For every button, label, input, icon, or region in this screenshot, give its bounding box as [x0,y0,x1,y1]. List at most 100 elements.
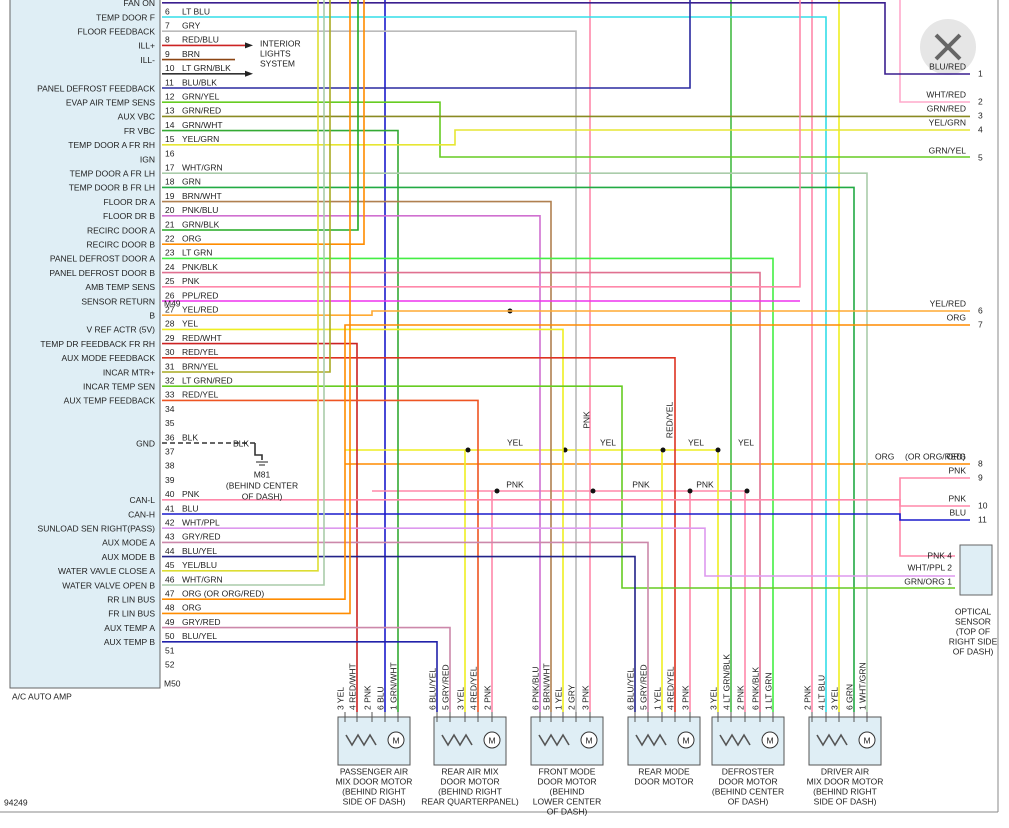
wire-label: PNK [182,489,200,499]
wire [162,328,564,712]
junction [744,488,750,494]
pin-number: 27 [165,304,175,314]
pin-number: 44 [165,546,175,556]
note: LIGHTS [260,48,291,58]
motor-symbol [580,731,598,749]
motor-label: REAR MODE [638,766,690,776]
pin-number: 15 [165,134,175,144]
motor-symbol-text: M [766,735,773,745]
wires [162,0,970,766]
wire [162,1,970,75]
motor-symbol-text: M [392,735,399,745]
wire-label: BLU [949,507,966,517]
pin-number: 8 [165,35,170,45]
pin-function: TEMP DOOR B FR LH [69,183,155,193]
pin-function: ILL- [140,55,155,65]
connector-pin: 4 [978,124,983,134]
optical-sensor-box [959,544,993,596]
wire [162,0,801,288]
pin-function: FR VBC [124,126,155,136]
pin-function: AUX TEMP B [104,637,156,647]
pin-number: 26 [165,290,175,300]
wire-label: BLU/YEL [182,631,217,641]
motor-pin-label: 6 PNK/BLK [750,667,760,710]
motor-label: OF DASH) [547,806,588,816]
pin-function: WATER VALVE OPEN B [62,580,155,590]
wire-label: YEL/RED [930,298,966,308]
motor-label: SIDE OF DASH) [343,796,406,806]
wire-label: LT BLU [182,6,210,16]
wire-label: GRN/RED [927,103,966,113]
wire [162,555,636,712]
motor-pin-label: 4 RED/YEL [665,666,675,710]
wire-label: LT GRN [182,248,212,258]
pin-function: AUX VBC [118,112,155,122]
wire-label: GRN/BLK [182,219,220,229]
ground-label: OF DASH) [242,491,283,501]
motor-pin-label: 3 YEL [708,687,718,710]
pin-function: SUNLOAD SEN RIGHT(PASS) [38,523,156,533]
wire-label: GRY [182,20,201,30]
wire [162,172,868,712]
bus-label: PNK [506,479,524,489]
motor-label: LOWER CENTER [533,796,601,806]
connector-id: M50 [164,678,181,688]
wire-label: BRN/WHT [182,191,222,201]
close-button[interactable] [920,19,976,75]
junction [494,488,500,494]
sensor-label: OPTICAL [955,606,992,616]
pin-function: FR LIN BUS [108,609,155,619]
pin-function: TEMP DR FEEDBACK FR RH [40,339,155,349]
bus-label: YEL [507,437,523,447]
motor-pin-label: 2 GRY [566,684,576,710]
motor-pin-label: 6 GRN [844,684,854,710]
wire-label: GRN/YEL [929,145,967,155]
motor-label: MIX DOOR MOTOR [336,776,413,786]
pin-function: CAN-H [128,509,155,519]
pin-number: 19 [165,191,175,201]
sensor-label: SENSOR [955,616,991,626]
wire-label: GRY/RED [182,532,221,542]
pin-function: FLOOR DR B [103,211,155,221]
pin-number: 5 [165,0,170,2]
motor-pin-label: 2 PNK [362,685,372,710]
pin-function: B [149,310,155,320]
motor-label: OF DASH) [728,796,769,806]
pin-function: PANEL DEFROST FEEDBACK [37,83,155,93]
motor-label: (BEHIND [550,786,585,796]
wire [162,385,955,589]
junction [687,488,693,494]
wire-label: PNK [949,493,967,503]
wire [162,640,438,712]
wire-label: RED/WHT [182,333,222,343]
wire [162,257,774,712]
sensor-label: (TOP OF [956,626,990,636]
motor-label: MIX DOOR MOTOR [807,776,884,786]
pin-number: 35 [165,418,175,428]
pin-number: 12 [165,91,175,101]
wire-note: (OR ORG/RED) [905,451,966,461]
motor-label: (BEHIND RIGHT [342,786,406,796]
note: SYSTEM [260,58,295,68]
pin-number: 36 [165,432,175,442]
motor-pin-label: 5 GRY/RED [440,664,450,710]
pin-number: 29 [165,333,175,343]
connector-pin: 7 [978,319,983,329]
wire-label: BLU/RED [929,61,966,71]
wire-label: PNK [949,465,967,475]
wire [162,399,479,712]
pin-function: GND [136,438,155,448]
motor-label: (BEHIND CENTER [712,786,784,796]
wire-label: GRN [182,177,201,187]
junction [590,488,596,494]
wire [162,30,577,712]
pin-number: 48 [165,603,175,613]
wire [162,324,970,601]
wire-label: YEL/RED [182,304,218,314]
wire [162,271,761,712]
wire [162,342,358,712]
pin-function: WATER VAVLE CLOSE A [58,566,155,576]
wire [162,0,325,586]
pin-number: 40 [165,489,175,499]
motor-pin-label: 5 BRN/WHT [541,663,551,710]
